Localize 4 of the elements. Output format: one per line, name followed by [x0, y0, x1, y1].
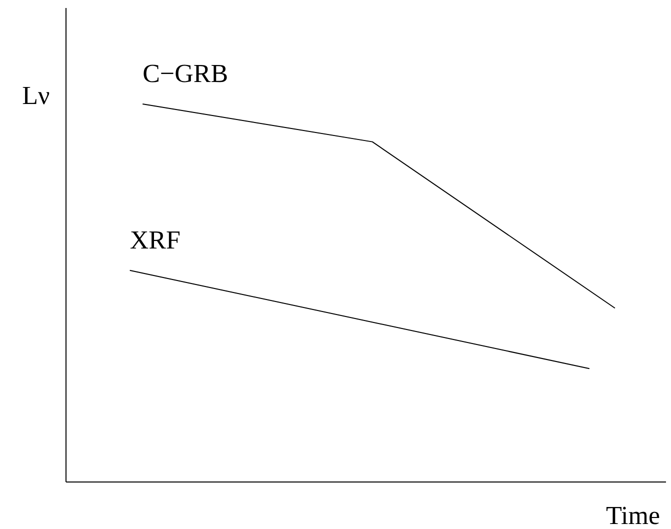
series-label: XRF	[130, 225, 180, 254]
y-axis-title: Lν	[22, 81, 50, 110]
series-label: C−GRB	[142, 59, 228, 88]
x-axis-title: Time	[606, 501, 660, 529]
